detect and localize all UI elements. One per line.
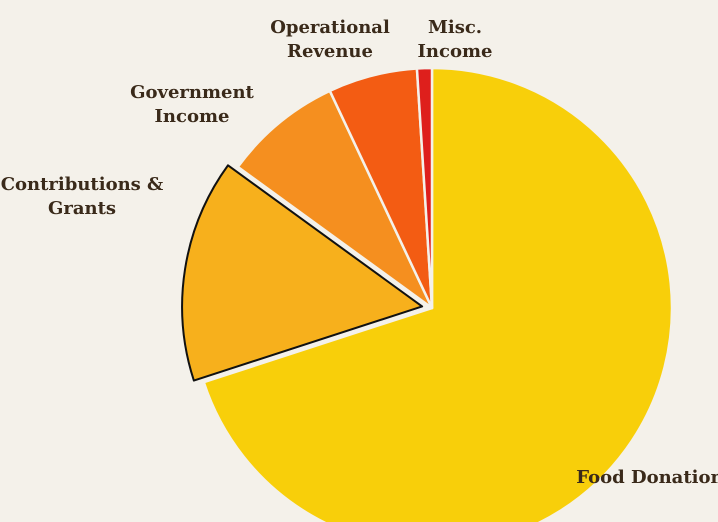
slice-label: Operational Revenue [270,17,390,62]
slice-label: Food Donations [576,467,718,488]
slice-label: Contributions & Grants [0,174,164,219]
slice-label: Misc. Income [417,17,493,62]
pie-slice [415,66,434,310]
pie-slice [202,66,674,522]
slice-label: Government Income [130,82,254,127]
pie-slice [236,89,434,310]
pie-slice [181,164,424,382]
